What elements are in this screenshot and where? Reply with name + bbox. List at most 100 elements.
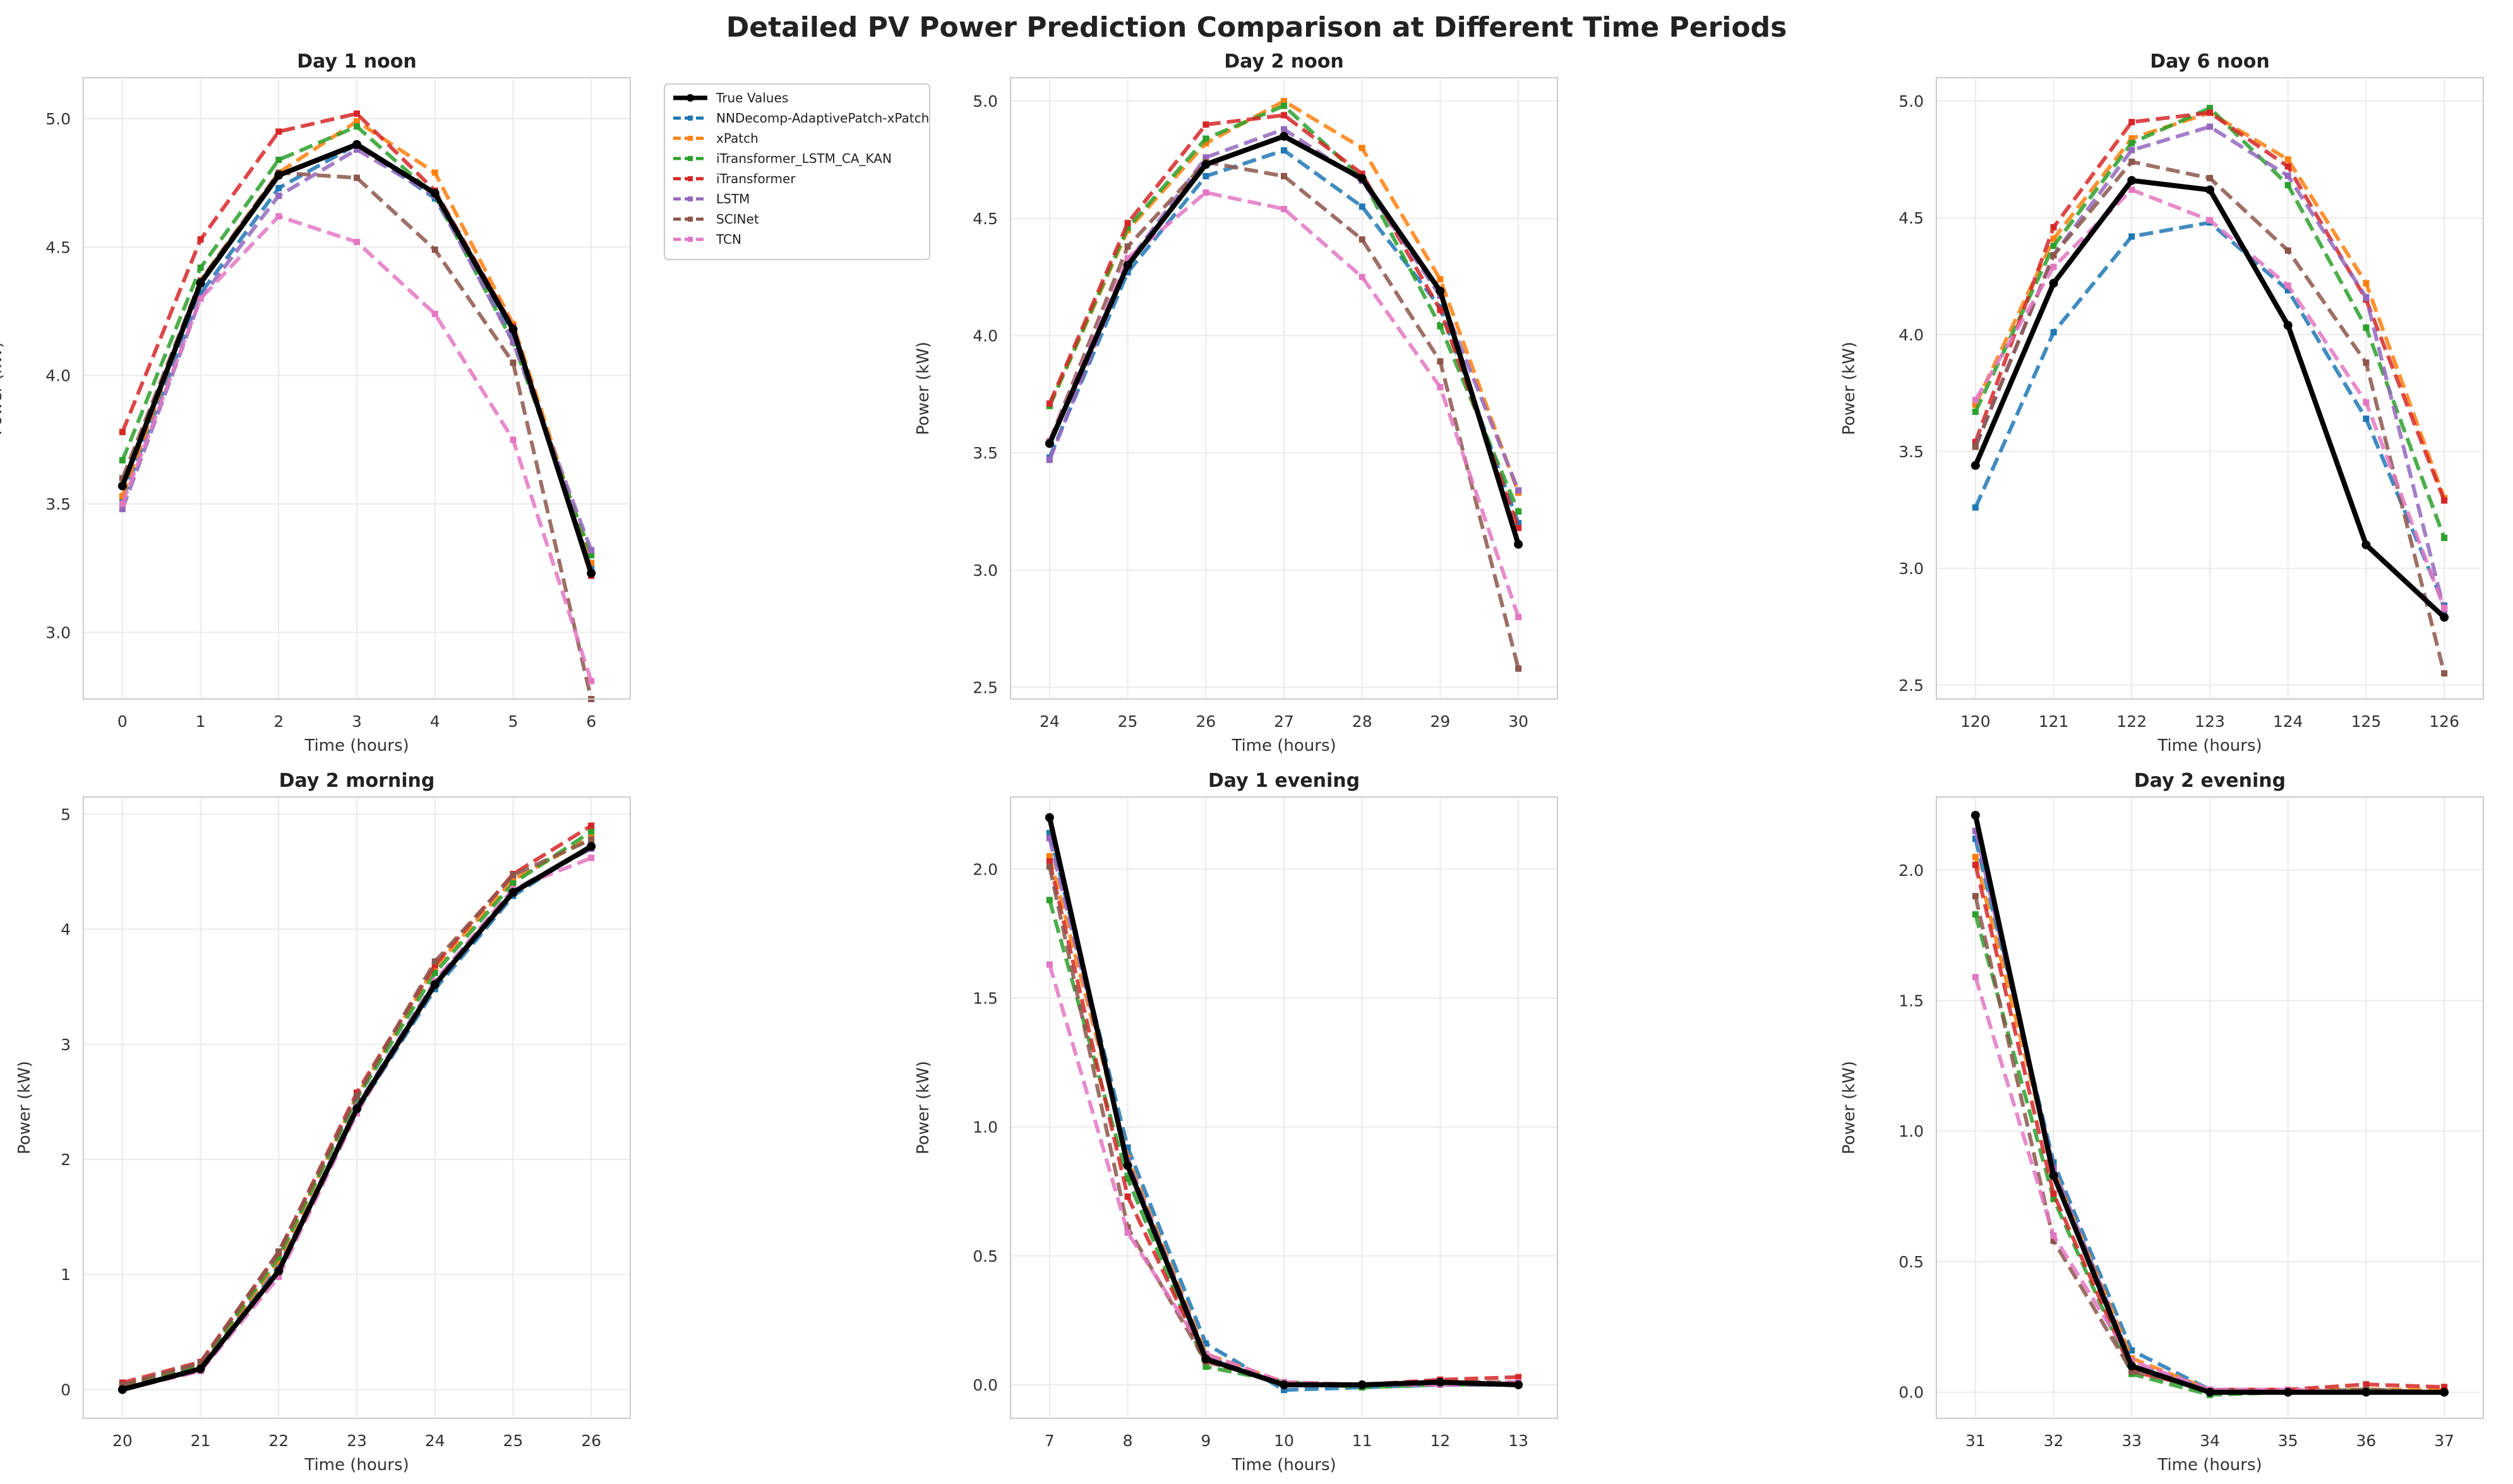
data-point <box>1357 174 1367 183</box>
data-point <box>275 1254 282 1260</box>
data-point <box>2363 294 2370 301</box>
data-point <box>1515 487 1522 494</box>
data-point <box>354 123 360 130</box>
data-point <box>2127 176 2137 185</box>
data-point <box>354 146 360 153</box>
data-point <box>1124 1175 1131 1182</box>
data-point <box>1514 1380 1523 1389</box>
y-tick-label: 5 <box>61 805 71 823</box>
data-point <box>1046 835 1053 842</box>
legend-swatch-marker <box>688 217 693 222</box>
data-point <box>431 169 438 176</box>
y-tick-label: 2.5 <box>973 678 998 697</box>
data-point <box>2049 1171 2058 1180</box>
data-point <box>1357 1380 1367 1389</box>
legend-entry: iTransformer <box>673 171 796 186</box>
y-tick-label: 1.0 <box>973 1118 998 1137</box>
data-point <box>1046 400 1053 407</box>
data-point <box>588 854 595 861</box>
data-point <box>1123 1161 1132 1170</box>
data-point <box>2050 329 2057 336</box>
data-point <box>2128 233 2135 240</box>
x-tick-label: 125 <box>2351 712 2382 731</box>
data-point <box>1437 358 1444 365</box>
y-tick-label: 4.5 <box>973 210 998 228</box>
data-point <box>197 236 204 243</box>
data-point <box>1358 171 1365 177</box>
x-axis-label: Time (hours) <box>304 1456 409 1475</box>
data-point <box>1970 461 1980 470</box>
x-axis-label: Time (hours) <box>304 736 409 755</box>
data-point <box>1515 1373 1522 1380</box>
data-point <box>588 836 595 843</box>
data-point <box>196 1364 205 1373</box>
data-point <box>275 157 282 164</box>
data-point <box>352 140 361 149</box>
y-tick-label: 3.5 <box>973 444 998 462</box>
data-point <box>587 568 596 578</box>
x-tick-label: 20 <box>112 1432 133 1450</box>
y-tick-label: 2.0 <box>1898 861 1924 880</box>
data-point <box>275 1248 282 1255</box>
data-point <box>1436 286 1445 296</box>
y-tick-label: 0.0 <box>1898 1384 1924 1402</box>
legend-entry: xPatch <box>673 131 759 146</box>
legend-swatch-marker <box>688 237 693 242</box>
y-tick-label: 1 <box>61 1266 71 1284</box>
axes-frame <box>1936 796 2484 1419</box>
chart-panel-2: 24 25 26 27 28 29 30 2.5 3.0 3.5 4.0 4.5 5.0 Time (ho… <box>914 51 1558 755</box>
x-tick-label: 33 <box>2121 1432 2142 1450</box>
data-point <box>119 475 126 482</box>
x-axis-label: Time (hours) <box>1231 1456 1336 1475</box>
data-point <box>510 436 517 443</box>
data-point <box>1046 457 1053 464</box>
data-point <box>588 552 595 559</box>
chart-panel-5: 7 8 9 10 11 12 13 0.0 0.5 1.0 1.5 2.0 Time (hours) Po… <box>914 770 1558 1475</box>
series-true-values <box>117 842 596 1394</box>
data-point <box>2050 1190 2057 1197</box>
x-tick-label: 8 <box>1123 1432 1133 1450</box>
data-point <box>1124 1193 1131 1200</box>
data-point <box>1437 384 1444 391</box>
data-point <box>119 493 126 500</box>
legend-swatch-marker <box>688 156 693 161</box>
y-axis-label: Power (kW) <box>914 1061 933 1154</box>
panel-title: Day 1 evening <box>1208 770 1360 792</box>
series-itransformer <box>1046 112 1522 531</box>
data-point <box>196 278 205 288</box>
data-point <box>431 311 438 318</box>
x-tick-label: 122 <box>2116 712 2147 731</box>
series-true-values <box>1970 176 2449 622</box>
data-point <box>197 295 204 302</box>
series-true-values <box>1970 810 2449 1397</box>
x-tick-label: 29 <box>1430 712 1451 731</box>
data-point <box>197 1360 204 1367</box>
x-tick-label: 32 <box>2044 1432 2064 1450</box>
x-axis-label: Time (hours) <box>2157 736 2262 755</box>
legend-swatch-marker <box>688 176 693 181</box>
x-tick-label: 34 <box>2200 1432 2220 1450</box>
data-point <box>431 962 438 969</box>
x-tick-label: 30 <box>1508 712 1528 731</box>
x-tick-label: 124 <box>2273 712 2303 731</box>
x-tick-label: 36 <box>2356 1432 2377 1450</box>
y-axis-label: Power (kW) <box>914 342 933 435</box>
data-point <box>1972 861 1979 868</box>
panel-title: Day 2 evening <box>2134 770 2286 792</box>
chart-panel-1: 0 1 2 3 4 5 6 3.0 3.5 4.0 4.5 5.0 Time (hours) Power … <box>0 51 631 755</box>
panel-title: Day 2 morning <box>279 770 435 792</box>
x-tick-label: 26 <box>581 1432 601 1450</box>
data-point <box>1281 1387 1287 1394</box>
data-point <box>2361 1387 2371 1397</box>
data-point <box>2284 182 2291 189</box>
axes-frame <box>83 77 631 700</box>
x-tick-label: 10 <box>1274 1432 1294 1450</box>
y-tick-label: 0 <box>61 1380 71 1399</box>
data-point <box>2284 287 2291 294</box>
data-point <box>119 1382 126 1389</box>
y-tick-label: 3.0 <box>45 623 71 642</box>
data-point <box>1124 254 1131 261</box>
y-axis-label: Power (kW) <box>1840 1061 1859 1154</box>
data-point <box>275 184 282 191</box>
